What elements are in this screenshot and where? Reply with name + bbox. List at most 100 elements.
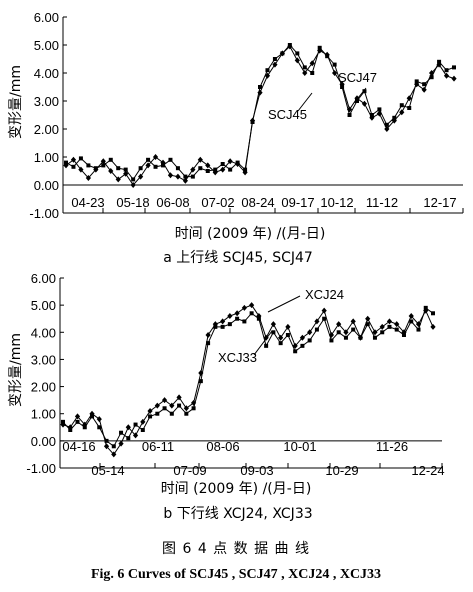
chart-b-x-tick-label: 05-14 bbox=[91, 463, 124, 478]
chart-a-series-scj47-point bbox=[332, 62, 337, 67]
chart-b-series-xcj24-line bbox=[62, 304, 434, 456]
chart-a-series-scj47-point bbox=[265, 68, 270, 73]
chart-b-series-xcj24-point bbox=[183, 405, 189, 412]
chart-b-series-xcj33-point bbox=[111, 444, 116, 449]
chart-a-series-scj45-point bbox=[332, 70, 338, 76]
chart-a-y-tick-label: -1.00 bbox=[29, 206, 59, 221]
chart-b-series-xcj24-leader bbox=[267, 295, 301, 313]
chart-b-series-xcj24-point bbox=[386, 318, 393, 325]
chart-b-series-xcj33-point bbox=[372, 335, 377, 340]
chart-b-series-xcj33-point bbox=[365, 322, 370, 327]
chart-a-xlabel: 时间 (2009 年) /(月-日) bbox=[175, 226, 326, 242]
chart-b-series-xcj33-point bbox=[380, 330, 385, 335]
chart-b-series-xcj24-point bbox=[176, 394, 182, 401]
chart-b-y-tick-label: 6.00 bbox=[31, 271, 56, 286]
chart-b-series-xcj24-point bbox=[154, 402, 160, 409]
chart-a-series-scj47-point bbox=[220, 162, 225, 166]
chart-b-series-xcj33-point bbox=[169, 411, 174, 416]
chart-b-series-xcj33-point bbox=[126, 436, 131, 441]
chart-a-series-scj47-point bbox=[243, 167, 248, 172]
chart-a-series-scj47-point bbox=[213, 167, 218, 172]
chart-a-series-scj47-label: SCJ47 bbox=[338, 70, 377, 85]
chart-b-series-xcj24-point bbox=[147, 408, 153, 414]
chart-a-series-scj47-point bbox=[146, 157, 151, 162]
chart-a-x-tick-label: 12-17 bbox=[423, 195, 456, 210]
chart-b-series-xcj24-point bbox=[74, 413, 81, 420]
chart-a-series-scj47-point bbox=[101, 163, 106, 168]
chart-a-series-scj47-point bbox=[422, 82, 427, 87]
chart-a-series-scj47-point bbox=[205, 169, 210, 173]
chart-a-x-tick-label: 11-12 bbox=[366, 195, 398, 210]
chart-a-series-scj45-point bbox=[399, 109, 405, 116]
chart-b-series-xcj24-point bbox=[408, 313, 414, 319]
chart-a-series-scj47-point bbox=[362, 89, 367, 94]
chart-a-series-scj47-point bbox=[317, 45, 322, 50]
chart-b-series-xcj24-point bbox=[415, 321, 422, 328]
chart-b-series-xcj33-point bbox=[271, 330, 276, 335]
chart-a-series-scj45-point bbox=[63, 162, 69, 169]
chart-a-series-scj45-point bbox=[384, 126, 390, 132]
chart-a-series-scj47-point bbox=[175, 166, 180, 171]
chart-b-series-xcj33-point bbox=[213, 324, 218, 329]
chart-a-x-tick-label: 09-17 bbox=[281, 195, 314, 210]
chart-a-series-scj47-point bbox=[347, 113, 352, 117]
chart-b-series-xcj33-label: XCJ33 bbox=[218, 350, 257, 365]
chart-a-series-scj47-point bbox=[161, 163, 165, 168]
chart-b-series-xcj33-point bbox=[264, 343, 269, 348]
chart-b-series-xcj24-point bbox=[227, 313, 233, 319]
chart-b-y-tick-label: -1.00 bbox=[26, 461, 56, 476]
chart-a-series-scj47-point bbox=[116, 166, 121, 171]
chart-a-series-scj45-point bbox=[108, 168, 114, 174]
chart-a-y-tick-label: 0.00 bbox=[34, 178, 59, 193]
chart-a-x-tick-label: 07-02 bbox=[201, 195, 234, 210]
chart-a-series-scj45-point bbox=[190, 166, 196, 173]
chart-a-series-scj45-point bbox=[130, 182, 136, 188]
chart-a-x-tick-label: 05-18 bbox=[116, 195, 149, 210]
chart-b-series-xcj33-point bbox=[300, 343, 305, 348]
chart-b-series-xcj24-point bbox=[96, 416, 102, 423]
chart-b-series-xcj33-point bbox=[227, 322, 232, 327]
chart-a-series-scj47-point bbox=[93, 166, 98, 171]
chart-a-series-scj45-point bbox=[302, 70, 308, 76]
chart-b-series-xcj33-point bbox=[155, 411, 160, 416]
chart-a-series-scj47-point bbox=[325, 54, 330, 59]
chart-a-series-scj45-point bbox=[205, 162, 211, 169]
chart-a-series-scj45-point bbox=[406, 95, 412, 102]
chart-a-series-scj45-point bbox=[227, 158, 233, 165]
chart-a-x-tick-label: 06-08 bbox=[156, 195, 189, 210]
chart-a-series-scj47-point bbox=[414, 79, 419, 84]
chart-b-x-tick-label: 06-11 bbox=[142, 439, 174, 454]
chart-b-series-xcj33-point bbox=[401, 333, 406, 337]
chart-a-series-scj47-point bbox=[295, 51, 300, 56]
chart-b-series-xcj33-point bbox=[97, 425, 102, 430]
chart-b: 变形量/mm 时间 (2009 年) /(月-日) b 下行线 XCJ24, X… bbox=[8, 271, 445, 522]
chart-a-series-scj47-point bbox=[287, 43, 292, 47]
chart-b-series-xcj33-point bbox=[61, 419, 65, 424]
chart-a-series-scj45-point bbox=[115, 176, 121, 183]
chart-b-series-xcj33-point bbox=[358, 335, 363, 340]
chart-a-ylabel: 变形量/mm bbox=[8, 65, 24, 139]
chart-a-series-scj45-label: SCJ45 bbox=[268, 107, 307, 122]
chart-a-series-scj47-point bbox=[131, 177, 136, 182]
chart-a-series-scj47-point bbox=[384, 122, 389, 127]
chart-b-series-xcj33-point bbox=[256, 316, 261, 321]
chart-b-ylabel: 变形量/mm bbox=[8, 333, 24, 407]
chart-a-series-scj45-point bbox=[272, 61, 278, 68]
chart-a-series-scj47-point bbox=[64, 160, 68, 165]
chart-b-caption: b 下行线 XCJ24, XCJ33 bbox=[163, 506, 312, 522]
chart-b-y-tick-label: 5.00 bbox=[31, 298, 56, 313]
chart-a-series-scj47-point bbox=[258, 85, 262, 89]
chart-b-series-xcj33-point bbox=[394, 327, 399, 332]
chart-a-series-scj45-point bbox=[152, 154, 159, 160]
chart-b-series-xcj33-point bbox=[177, 403, 182, 408]
chart-a-series-scj47-point bbox=[153, 164, 158, 169]
chart-b-series-xcj24-point bbox=[103, 443, 110, 450]
chart-a-series-scj47-line bbox=[65, 44, 455, 181]
chart-b-series-xcj24-point bbox=[336, 321, 342, 328]
chart-b-series-xcj33-line bbox=[62, 307, 434, 448]
chart-a-series-scj47-point bbox=[302, 65, 307, 70]
chart-a-series-scj47-point bbox=[407, 106, 412, 110]
chart-a-series-scj47-point bbox=[369, 113, 374, 117]
chart-b-series-xcj24-point bbox=[169, 402, 175, 409]
